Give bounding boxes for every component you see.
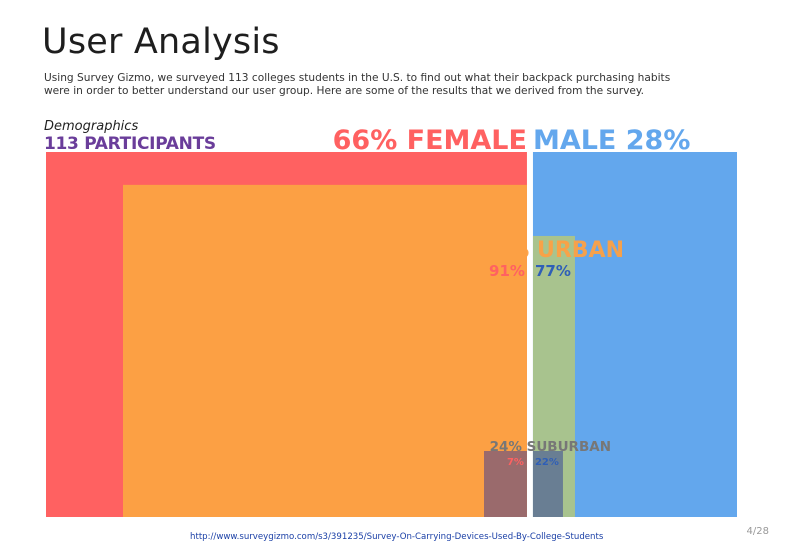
source-link[interactable]: http://www.surveygizmo.com/s3/391235/Sur…	[190, 532, 604, 542]
male-urban-value: 77%	[535, 262, 571, 280]
participants-count: 113 PARTICIPANTS	[44, 134, 216, 154]
intro-paragraph: Using Survey Gizmo, we surveyed 113 coll…	[44, 72, 671, 97]
male-label: MALE 28%	[533, 125, 690, 156]
female-urban-block	[123, 184, 527, 517]
male-suburban-value: 22%	[535, 457, 559, 468]
female-urban-value: 91%	[489, 262, 525, 280]
female-suburban-value: 7%	[507, 457, 524, 468]
page-number: 4/28	[746, 526, 769, 537]
page-title: User Analysis	[42, 22, 280, 62]
female-label: 66% FEMALE	[333, 125, 527, 156]
urban-overall-label: 76% URBAN	[477, 238, 624, 263]
section-label: Demographics	[44, 119, 139, 134]
suburban-overall-label: 24% SUBURBAN	[490, 439, 611, 455]
female-suburban-block	[484, 451, 527, 517]
male-suburban-block	[532, 451, 563, 517]
